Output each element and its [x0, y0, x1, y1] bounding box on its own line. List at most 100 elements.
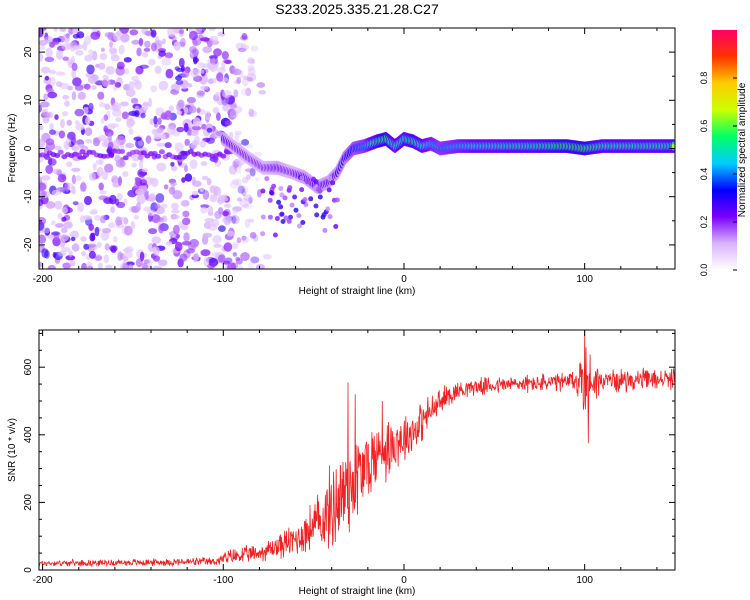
heatmap-cell — [232, 178, 239, 186]
heatmap-cell — [138, 37, 144, 47]
heatmap-cell — [39, 189, 46, 198]
snr-ylabel: SNR (10 * v/v) — [7, 418, 18, 482]
heatmap-cell — [243, 194, 253, 202]
heatmap-cell — [174, 66, 180, 71]
heatmap-cell — [100, 117, 105, 124]
heatmap-cell — [66, 119, 73, 126]
heatmap-cell — [55, 223, 64, 228]
heatmap-cell — [233, 89, 239, 98]
heatmap-cell — [160, 114, 168, 120]
heatmap-cell — [136, 194, 146, 205]
heatmap-cell — [138, 160, 144, 170]
heatmap-cell — [56, 50, 64, 60]
colorbar-tick-label: 0.6 — [699, 120, 709, 133]
heatmap-cell — [104, 243, 110, 251]
heatmap-cell — [178, 57, 185, 68]
heatmap-cell — [111, 140, 121, 149]
heatmap-cell — [171, 35, 177, 41]
heatmap-cell — [255, 264, 265, 269]
heatmap-cell — [218, 225, 226, 233]
heatmap-cell — [230, 214, 240, 225]
heatmap-cell — [55, 81, 63, 87]
heatmap-cell — [190, 69, 199, 78]
heatmap-cell — [152, 255, 161, 262]
heatmap-cell — [54, 145, 62, 151]
heatmap-cell — [94, 255, 103, 261]
heatmap-cell — [179, 253, 188, 262]
heatmap-cell — [52, 168, 63, 175]
heatmap-cell — [165, 241, 173, 246]
heatmap-cell — [200, 161, 208, 167]
heatmap-cell — [223, 242, 233, 252]
heatmap-cell — [182, 210, 190, 218]
heatmap-cell — [61, 247, 71, 252]
colorbar-label: Normalized spectral amplitude — [737, 82, 748, 217]
heatmap-cell — [223, 260, 230, 265]
heatmap-cell — [258, 90, 267, 95]
heatmap-cell — [96, 166, 104, 177]
heatmap-cell — [247, 261, 255, 269]
heatmap-cell — [118, 44, 125, 55]
heatmap-cell — [250, 45, 259, 52]
heatmap-cell — [121, 111, 129, 120]
heatmap-cell — [186, 248, 196, 254]
heatmap-cell — [183, 232, 190, 242]
heatmap-cell — [154, 40, 164, 46]
heatmap-cell — [222, 194, 228, 199]
heatmap-cell — [300, 220, 306, 225]
heatmap-cell — [81, 251, 86, 257]
heatmap-cell — [160, 133, 166, 140]
heatmap-cell — [322, 227, 328, 233]
heatmap-cell — [138, 139, 144, 147]
heatmap-cell — [69, 260, 76, 267]
heatmap-cell — [88, 49, 94, 54]
heatmap-cell — [251, 59, 256, 65]
heatmap-cell — [39, 176, 43, 184]
heatmap-cell — [330, 180, 336, 186]
heatmap-cell — [217, 194, 224, 205]
heatmap-cell — [61, 227, 68, 234]
heatmap-cell — [168, 186, 176, 195]
heatmap-cell — [108, 222, 116, 229]
heatmap-cell — [49, 123, 54, 132]
snr-frame — [38, 329, 676, 571]
heatmap-cell — [134, 188, 145, 196]
heatmap-cell — [207, 263, 216, 269]
heatmap-cell — [283, 215, 289, 221]
heatmap-cell — [153, 115, 158, 125]
heatmap-cell — [157, 117, 162, 125]
heatmap-cell — [55, 71, 66, 76]
heatmap-cell — [248, 196, 253, 204]
heatmap-cell — [207, 205, 214, 216]
heatmap-cell — [72, 201, 79, 206]
heatmap-cell — [61, 216, 67, 222]
heatmap-cell — [311, 176, 317, 182]
heatmap-cell — [99, 190, 107, 195]
heatmap-cell — [75, 50, 84, 56]
heatmap-cell — [262, 253, 272, 260]
heatmap-cell — [79, 215, 86, 223]
heatmap-cell — [235, 258, 243, 265]
heatmap-cell — [119, 149, 126, 154]
heatmap-cell — [80, 236, 87, 242]
heatmap-cell — [91, 208, 98, 215]
heatmap-cell — [327, 214, 333, 220]
heatmap-cell — [152, 265, 163, 269]
heatmap-cell — [236, 237, 242, 244]
heatmap-cell — [39, 147, 43, 154]
heatmap-cell — [57, 250, 67, 257]
heatmap-cell — [148, 193, 156, 203]
heatmap-cell — [71, 68, 77, 79]
heatmap-cell — [241, 203, 250, 209]
heatmap-cell — [86, 64, 95, 75]
heatmap-cell — [62, 94, 70, 100]
heatmap-cell — [173, 41, 181, 51]
heatmap-cell — [122, 171, 129, 178]
heatmap-cell — [104, 103, 111, 110]
heatmap-cell — [157, 259, 168, 267]
colorbar-tick-label: 0.2 — [699, 216, 709, 229]
heatmap-cell — [150, 85, 158, 93]
x-tick-label: 0 — [401, 274, 407, 285]
heatmap-cell — [202, 46, 212, 54]
